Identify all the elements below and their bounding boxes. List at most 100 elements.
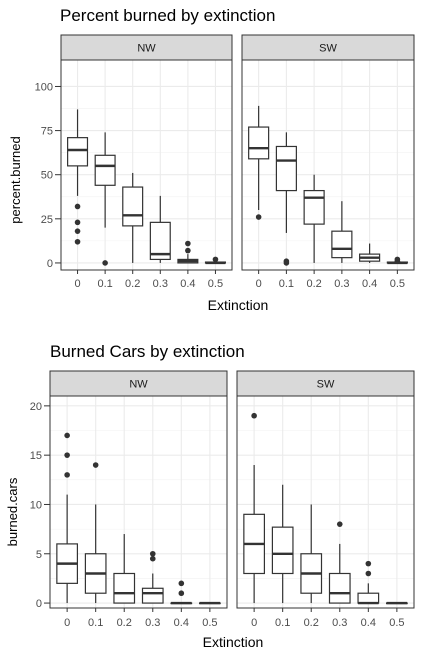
x-tick-label: 0.3: [153, 278, 168, 290]
box-NW-0.2: [113, 534, 136, 604]
x-tick-label: 0.3: [332, 617, 347, 629]
outlier-point: [251, 412, 257, 419]
box-SW-0.3: [328, 521, 351, 604]
plot-2: 0 5 10 15 20 NW 0 0.1 0.2 0.3 0.4 0.5 SW 0 0.1 0.2 0.3 0.…: [30, 370, 415, 629]
x-tick-label: 0.2: [117, 617, 132, 629]
chart-title-2: Burned Cars by extinction: [50, 342, 245, 361]
panel-background: [237, 396, 414, 608]
box-iqr: [331, 230, 353, 259]
x-tick-label: 0.1: [97, 278, 112, 290]
box-SW-0.2: [300, 504, 323, 604]
x-tick-label: 0.2: [125, 278, 140, 290]
x-tick-label: 0: [256, 278, 262, 290]
x-tick-label: 0.3: [334, 278, 349, 290]
box-SW-0.3: [331, 201, 353, 263]
panel-border: [60, 59, 233, 271]
box-NW-0.3: [149, 195, 171, 263]
box-NW-0.4: [170, 580, 193, 605]
x-tick-label: 0.1: [275, 617, 290, 629]
x-tick-label: 0.5: [390, 278, 405, 290]
facet-label: SW: [317, 379, 335, 391]
y-axis-label-1: percent.burned: [8, 136, 23, 223]
y-tick-label: 0: [36, 598, 42, 610]
outlier-point: [64, 452, 70, 458]
y-tick-label: 25: [41, 214, 53, 226]
y-tick-label: 50: [41, 170, 53, 182]
box-NW-0.1: [94, 132, 116, 266]
box-NW-0: [56, 432, 79, 604]
box-iqr: [94, 154, 116, 186]
box-SW-0: [248, 105, 270, 220]
outlier-point: [64, 472, 70, 478]
outlier-point: [185, 240, 191, 247]
panel-background: [242, 60, 414, 270]
box-iqr: [357, 592, 380, 604]
plot-1: 0 25 50 75 100 NW 0 0.1 0.2 0.3 0.4 0.5 SW 0 0.1 0.2 0.3…: [35, 34, 415, 290]
outlier-point: [365, 560, 372, 567]
outlier-point: [185, 247, 191, 254]
x-tick-label: 0.2: [304, 617, 319, 629]
y-tick-label: 15: [30, 450, 42, 462]
box-SW-0.4: [359, 243, 381, 263]
outlier-point: [74, 238, 81, 245]
outlier-point: [102, 260, 108, 266]
box-iqr: [141, 587, 164, 604]
x-tick-label: 0.5: [202, 617, 217, 629]
box-iqr: [275, 145, 297, 192]
box-SW-0.4: [357, 560, 380, 605]
x-tick-label: 0.4: [174, 617, 189, 629]
box-iqr: [248, 126, 270, 160]
y-tick-label: 5: [36, 549, 42, 561]
box-SW-0.5: [385, 601, 408, 605]
panel-border: [241, 59, 415, 271]
box-NW-0.3: [141, 550, 164, 604]
box-NW-0.1: [84, 462, 107, 604]
outlier-point: [74, 219, 81, 226]
box-NW-0.2: [122, 172, 144, 263]
box-iqr: [122, 186, 144, 227]
box-iqr: [149, 221, 171, 261]
outlier-point: [212, 256, 219, 263]
y-tick-label: 100: [35, 81, 53, 93]
facet-strip: [49, 370, 228, 397]
box-iqr: [113, 572, 136, 604]
x-tick-label: 0.2: [306, 278, 321, 290]
y-tick-label: 20: [30, 401, 42, 413]
box-SW-0.1: [275, 132, 297, 266]
outlier-point: [149, 550, 156, 557]
x-tick-label: 0.5: [208, 278, 223, 290]
x-tick-label: 0.1: [88, 617, 103, 629]
y-tick-label: 0: [47, 258, 53, 270]
outlier-point: [365, 570, 372, 577]
x-tick-label: 0.4: [361, 617, 376, 629]
facet-strip: [60, 34, 233, 61]
outlier-point: [178, 590, 185, 597]
facet-label: SW: [319, 43, 337, 55]
box-iqr: [67, 137, 89, 167]
facet-label: NW: [129, 379, 148, 391]
y-tick-label: 75: [41, 126, 53, 138]
x-tick-label: 0.1: [279, 278, 294, 290]
box-iqr: [303, 189, 325, 225]
box-SW-0.1: [271, 484, 294, 604]
box-NW-0: [67, 109, 89, 245]
panel-border: [49, 395, 228, 609]
outlier-point: [74, 228, 81, 234]
y-tick-label: 10: [30, 499, 42, 511]
x-axis-label-1: Extinction: [208, 297, 269, 313]
box-NW-0.5: [204, 256, 226, 265]
box-iqr: [271, 526, 294, 575]
x-tick-label: 0.3: [145, 617, 160, 629]
panel-background: [50, 396, 227, 608]
x-tick-label: 0.4: [180, 278, 195, 290]
facet-label: NW: [137, 43, 156, 55]
outlier-point: [64, 432, 70, 439]
x-tick-label: 0: [251, 617, 257, 629]
y-axis-label-2: burned.cars: [5, 477, 20, 546]
x-tick-label: 0: [64, 617, 70, 629]
outlier-point: [178, 580, 185, 587]
outlier-point: [283, 258, 290, 264]
outlier-point: [149, 555, 156, 562]
box-NW-0.4: [177, 240, 199, 264]
